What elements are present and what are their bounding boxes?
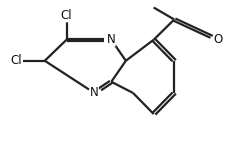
- Text: Cl: Cl: [10, 54, 22, 67]
- Text: N: N: [107, 33, 116, 46]
- Text: Cl: Cl: [61, 9, 72, 22]
- Text: N: N: [90, 87, 99, 99]
- Text: O: O: [213, 33, 222, 46]
